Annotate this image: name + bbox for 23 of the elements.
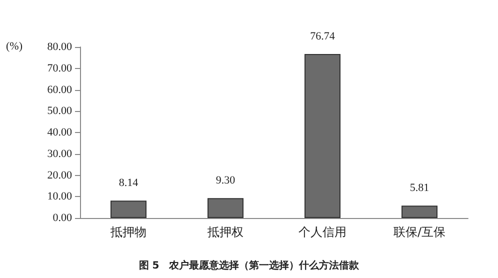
data-label: 8.14 — [118, 177, 139, 190]
y-tick-label: 50.00 — [47, 105, 72, 118]
y-tick-label: 20.00 — [47, 169, 72, 182]
bar — [110, 200, 146, 218]
bar — [304, 54, 340, 218]
y-tick-label: 30.00 — [47, 148, 72, 160]
y-tick-label: 40.00 — [47, 126, 72, 138]
bar — [208, 198, 244, 218]
text: 图 5 农户最愿意选择（第一选择）什么方法借款 — [138, 260, 360, 272]
y-tick-label: 10.00 — [47, 190, 72, 203]
y-axis-title: (%) — [6, 40, 23, 52]
data-label: 5.81 — [410, 182, 430, 194]
data-label: 76.74 — [310, 30, 336, 42]
x-tick-label: 个人信用 — [298, 225, 346, 239]
x-tick-label: 抵押权 — [206, 225, 244, 239]
y-tick-label: 80.00 — [47, 41, 72, 53]
y-tick-label: 60.00 — [47, 84, 72, 96]
data-label: 9.30 — [216, 174, 236, 187]
y-tick-label: 0.00 — [52, 212, 72, 224]
x-tick-label: 联保/互保 — [393, 225, 446, 239]
x-tick-label: 抵押物 — [110, 225, 146, 239]
bar — [402, 206, 438, 218]
y-tick-label: 70.00 — [47, 62, 72, 74]
